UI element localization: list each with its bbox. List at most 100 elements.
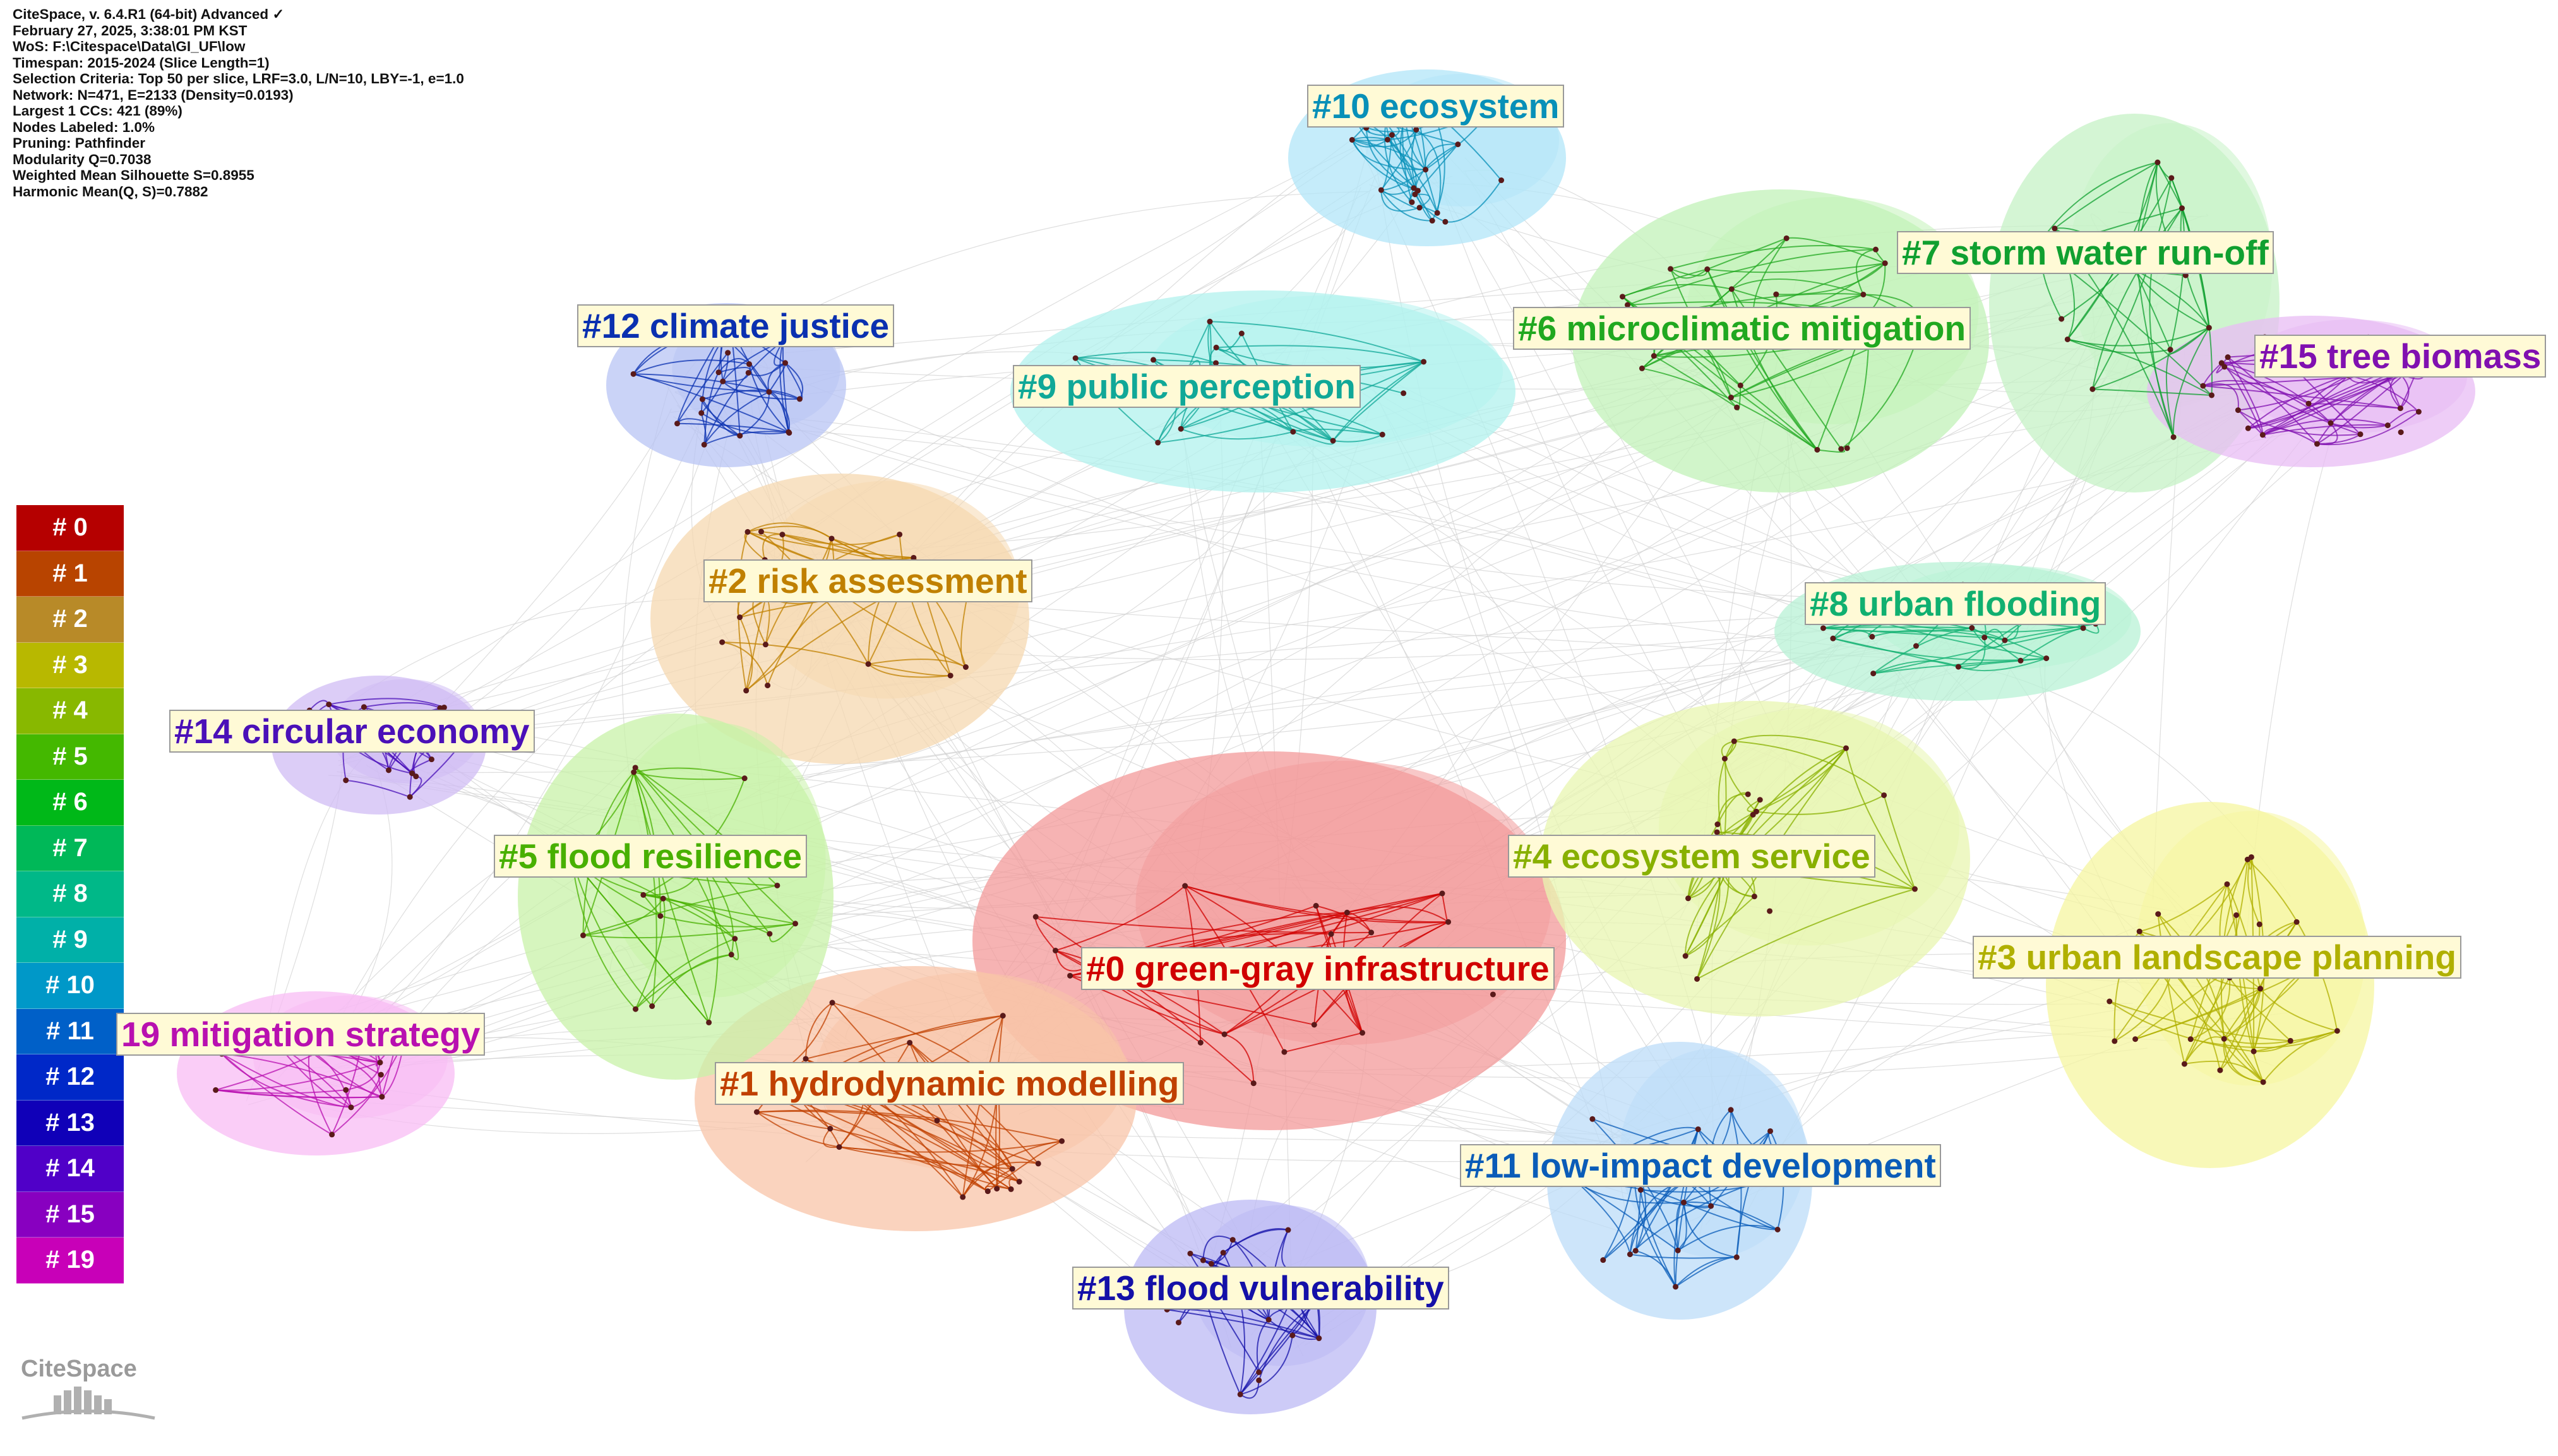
cluster-label-7: #7 storm water run-off [1897, 231, 2274, 274]
cluster-link [1387, 139, 1438, 213]
network-node [706, 1019, 712, 1025]
cluster-link [868, 663, 951, 678]
network-node [1745, 791, 1751, 797]
network-node [361, 704, 367, 710]
legend-swatch: # 12 [16, 1054, 124, 1101]
cluster-link [633, 772, 745, 780]
cluster-link [2149, 262, 2175, 438]
logo-arc-icon [21, 1409, 155, 1420]
network-node [1281, 1049, 1288, 1055]
network-node [767, 931, 773, 937]
cluster-link [1035, 916, 1254, 1084]
cluster-link [1635, 1250, 1676, 1287]
cluster-link [2054, 162, 2158, 229]
network-node [699, 396, 705, 402]
legend-swatch: # 11 [16, 1008, 124, 1054]
cluster-link [1445, 179, 1502, 223]
network-node [1721, 756, 1728, 762]
network-node [1360, 1030, 1366, 1036]
network-node [1072, 355, 1079, 361]
network-node [428, 756, 434, 763]
cluster-link [987, 1140, 1063, 1192]
network-node [1067, 972, 1073, 979]
cluster-link [633, 359, 750, 375]
cluster-link [1731, 278, 1864, 295]
network-node [2167, 347, 2173, 353]
network-node [1637, 1187, 1644, 1193]
network-node [1728, 286, 1735, 292]
cluster-link [1293, 428, 1383, 436]
network-node [947, 672, 953, 679]
background-link [1743, 369, 2358, 1201]
network-node [2225, 354, 2231, 361]
cluster-link [633, 373, 769, 393]
network-node [766, 389, 772, 395]
cluster-link [1351, 140, 1426, 170]
network-node [1328, 931, 1334, 937]
cluster-link [739, 391, 770, 436]
network-node [1208, 1261, 1214, 1267]
cluster-link [2092, 388, 2212, 396]
info-line: Weighted Mean Silhouette S=0.8955 [13, 167, 254, 183]
cluster-link [2190, 977, 2231, 1040]
network-node [1344, 909, 1350, 916]
cluster-link [221, 1053, 352, 1108]
cluster-link [1216, 345, 1424, 362]
cluster-link [830, 1128, 988, 1192]
network-node [1429, 218, 1435, 224]
cluster-link [722, 641, 768, 686]
cluster-link [1983, 628, 2005, 641]
cluster-link [1685, 866, 1730, 957]
cluster-link [1036, 916, 1372, 934]
network-node [2260, 1079, 2266, 1085]
network-node [2112, 1038, 2118, 1044]
network-node [343, 777, 349, 784]
cluster-link [221, 1053, 352, 1108]
cluster-link [2092, 327, 2209, 390]
cluster-link [748, 362, 786, 376]
cluster-link [1202, 1239, 1234, 1263]
network-node [984, 1188, 991, 1195]
cluster-link [1706, 268, 1818, 450]
cluster-link [2091, 208, 2183, 390]
background-link [328, 136, 1377, 753]
cluster-link [1670, 245, 1876, 270]
network-node [994, 1186, 1000, 1192]
cluster-link [2109, 1001, 2291, 1042]
network-node [1256, 1369, 1262, 1375]
network-node [1032, 914, 1039, 920]
network-node [1411, 185, 1417, 191]
network-node [1682, 953, 1688, 959]
network-node [765, 683, 771, 689]
network-node [1860, 291, 1867, 297]
cluster-link [768, 391, 790, 433]
legend-swatch: # 6 [16, 780, 124, 826]
cluster-link [2184, 1036, 2225, 1065]
network-node [2170, 434, 2177, 440]
network-node [737, 433, 743, 439]
network-node [2155, 911, 2161, 917]
network-node [1330, 438, 1336, 444]
cluster-label-6: #6 microclimatic mitigation [1513, 307, 1971, 350]
cluster-link [747, 531, 914, 559]
cluster-link [345, 779, 410, 798]
cluster-link [677, 422, 789, 433]
cluster-link [962, 1140, 1062, 1198]
network-node [1175, 1320, 1181, 1326]
network-node [1265, 1316, 1272, 1323]
cluster-link [722, 381, 800, 400]
cluster-link [571, 859, 637, 1010]
cluster-link [1384, 122, 1413, 203]
network-node [779, 532, 786, 538]
cluster-link [2221, 362, 2331, 424]
network-node [407, 794, 413, 800]
cluster-link [747, 522, 832, 539]
cluster-link [643, 894, 770, 934]
background-link [782, 417, 1973, 651]
network-node [1753, 808, 1759, 815]
network-node [1783, 235, 1790, 241]
legend-swatch: # 14 [16, 1146, 124, 1192]
network-node [1728, 1107, 1734, 1113]
cluster-link [1716, 793, 1748, 825]
network-node [1009, 1166, 1015, 1172]
